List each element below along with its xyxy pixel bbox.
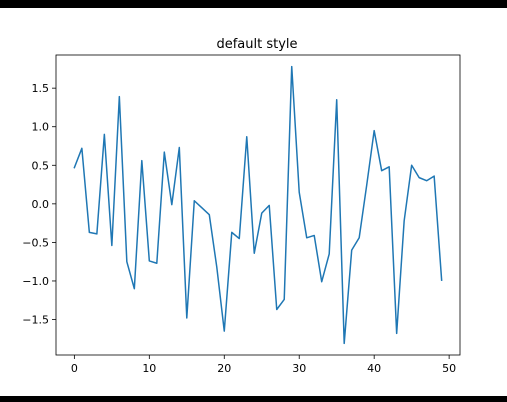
x-tick-label: 40	[367, 362, 381, 375]
y-tick-label: 0.5	[32, 159, 50, 172]
line-chart: default style 0 10 20 30 40 50 −1.5 −1.0 −0.5 0.0…	[22, 37, 461, 375]
figure-canvas: default style 0 10 20 30 40 50 −1.5 −1.0 −0.5 0.0…	[0, 8, 507, 396]
y-tick-label: −1.0	[22, 275, 49, 288]
y-tick-label: −0.5	[22, 236, 49, 249]
chart-title: default style	[216, 37, 297, 52]
y-tick-label: 0.0	[32, 198, 50, 211]
x-tick-label: 0	[71, 362, 78, 375]
x-tick-label: 10	[142, 362, 156, 375]
x-tick-label: 50	[442, 362, 456, 375]
x-tick-label: 20	[217, 362, 231, 375]
y-tick-label: −1.5	[22, 314, 49, 327]
plot-frame	[55, 54, 461, 356]
y-tick-label: 1.0	[32, 121, 50, 134]
x-tick-label: 30	[292, 362, 306, 375]
series-line-0	[73, 65, 443, 345]
y-tick-label: 1.5	[32, 82, 50, 95]
